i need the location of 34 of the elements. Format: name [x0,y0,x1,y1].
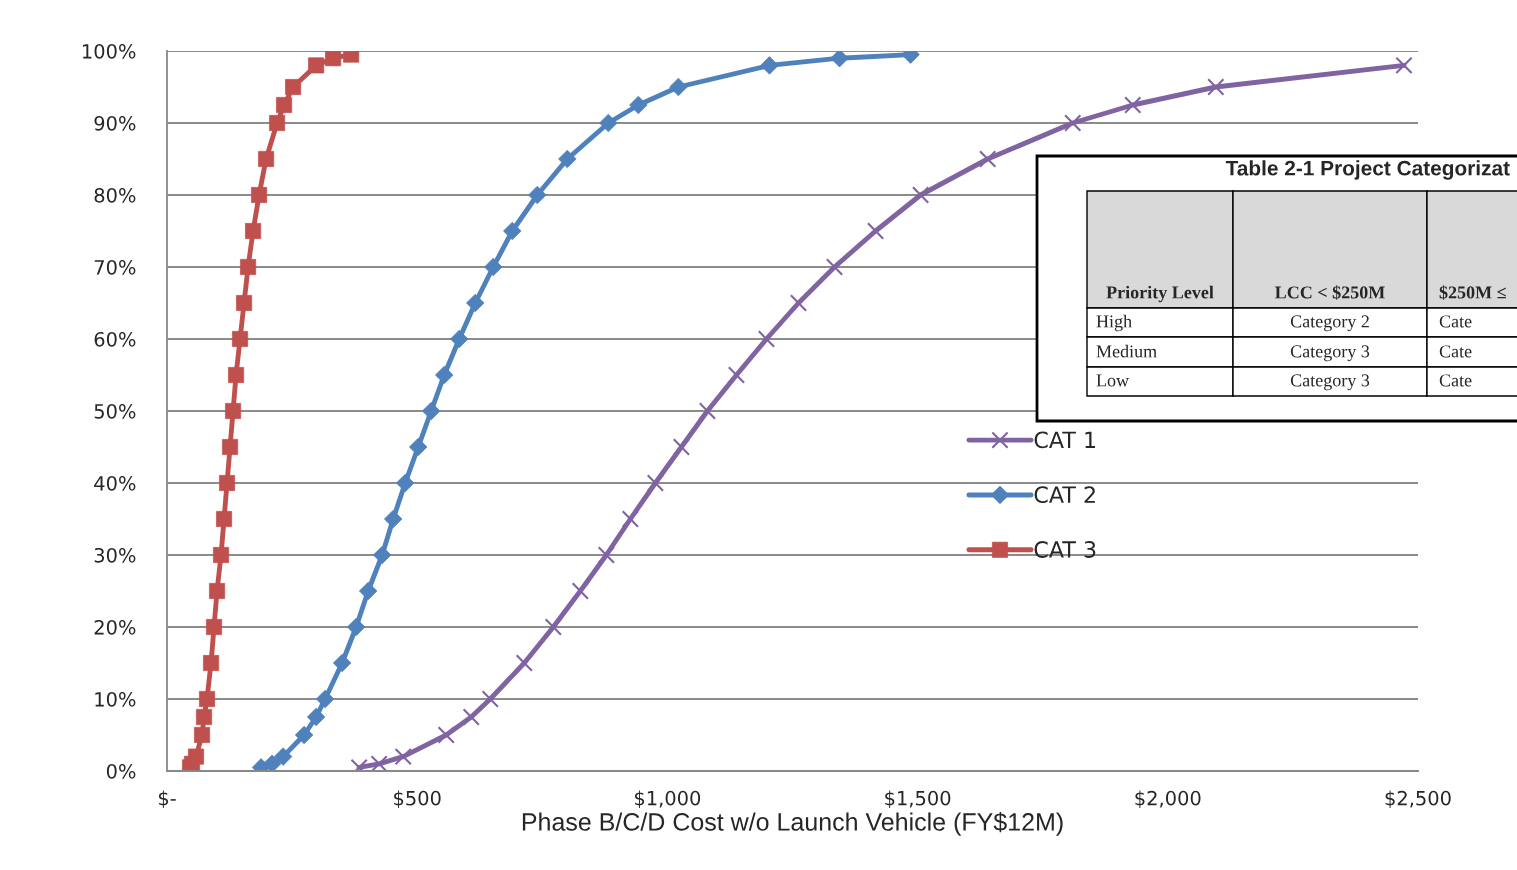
y-tick-label: 70% [94,259,136,275]
y-tick-label: 10% [95,691,136,707]
legend-label: CAT 3 [1034,541,1096,558]
legend-label: CAT 2 [1034,486,1095,504]
y-tick-label: 30% [94,547,136,563]
y-tick-label: 50% [94,403,136,419]
x-tick-label: $2,500 [1385,790,1451,809]
text: Cate [1439,374,1472,387]
annotation: Table 2-1 Project Categorizat [1225,160,1510,180]
annotation: High [1096,314,1132,332]
text: Cate [1439,315,1472,328]
y-tick-label: 100% [82,43,136,59]
y-tick-label: 0% [106,763,136,779]
annotation: Category 3 [1290,374,1370,391]
annotation: LCC < $250M [1275,285,1385,300]
x-tick-label: $500 [394,790,441,809]
annotation: Category 3 [1290,345,1370,362]
y-tick-label: 90% [94,115,136,131]
x-axis-title: Phase B/C/D Cost w/o Launch Vehicle (FY$12M) [522,812,1063,836]
x-tick-label: $1,500 [885,790,951,809]
annotation: Priority Level [1106,285,1214,303]
text: Cate [1439,345,1472,358]
y-tick-label: 40% [94,475,136,491]
text: $250M ≤ [1439,285,1506,300]
annotation: Category 2 [1290,315,1369,332]
annotation: Medium [1096,344,1157,358]
annotation: Low [1096,374,1130,387]
y-tick-label: 60% [94,331,136,347]
y-tick-label: 80% [94,187,136,203]
x-tick-label: $- [158,790,176,809]
x-tick-label: $1,000 [634,790,701,809]
x-tick-label: $2,000 [1135,790,1201,809]
legend-label: CAT 1 [1034,431,1096,449]
y-tick-label: 20% [94,619,136,635]
